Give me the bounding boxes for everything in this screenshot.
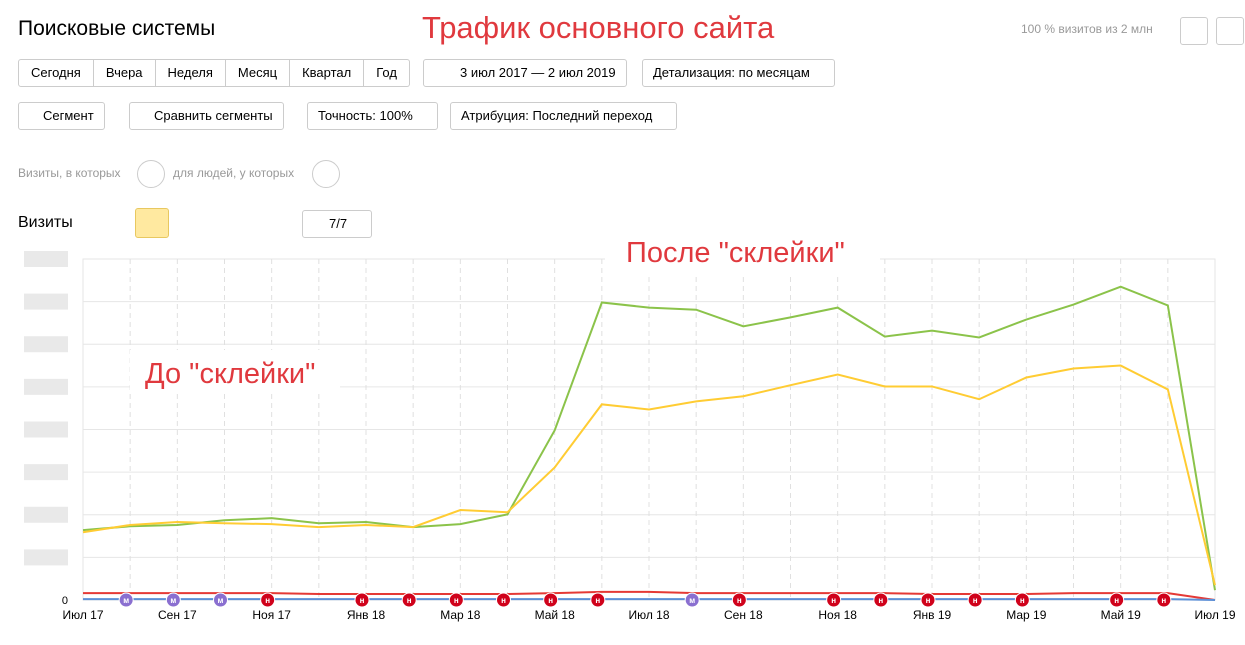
event-label: н [548,596,553,605]
event-label: н [265,596,270,605]
line-chart-toggle[interactable] [135,208,169,238]
x-tick-label: Май 18 [535,608,576,622]
event-label: н [1020,596,1025,605]
event-label: н [831,596,836,605]
x-tick-label: Сен 17 [158,608,197,622]
y-tick-label-blurred [24,251,68,267]
event-label: м [218,596,224,605]
event-label: н [454,596,459,605]
annotation: После "склейки" [626,237,845,269]
visits-in-label: Визиты, в которых [18,166,121,180]
date-range[interactable]: 3 июл 2017 — 2 июл 2019 [423,59,627,87]
period-button[interactable]: Неделя [155,59,226,87]
accuracy-select[interactable]: Точность: 100% [307,102,438,130]
people-with-label: для людей, у которых [173,166,295,180]
series-line [83,598,1216,601]
event-label: н [407,596,412,605]
y-tick-label-blurred [24,378,68,395]
series-line [82,285,1216,591]
event-label: м [689,596,695,605]
x-tick-label: Ноя 18 [818,608,857,622]
x-tick-label: Янв 19 [913,608,952,622]
annotation-bg [130,350,340,392]
detail-select[interactable]: Детализация: по месяцам [642,59,835,87]
compare-button[interactable]: Сравнить сегменты [129,102,284,130]
export-button[interactable] [1216,17,1244,45]
event-label: н [737,596,742,605]
period-button[interactable]: Квартал [290,59,365,87]
event-marker [826,592,842,608]
event-label: н [1114,596,1119,605]
event-label: н [973,596,978,605]
event-marker [1014,592,1030,608]
event-label: н [501,596,506,605]
y-tick-label: 0 [62,595,68,607]
series-count[interactable]: 7/7 [302,210,373,238]
x-tick-label: Мар 18 [440,608,480,622]
period-group: Сегодня Вчера Неделя Месяц Квартал Год [18,59,410,87]
event-marker [213,592,228,608]
page-title: Поисковые системы [18,17,216,40]
metric-label: Визиты [18,214,73,231]
event-marker [967,592,983,608]
add-people-filter[interactable] [312,160,340,188]
x-tick-label: Янв 18 [347,608,386,622]
event-marker [543,592,559,608]
y-tick-label-blurred [24,506,68,523]
period-button[interactable]: Сегодня [18,59,94,87]
annotation-bg [605,230,880,274]
annotation: До "склейки" [145,358,315,390]
event-label: н [1161,596,1166,605]
annotation-title: Трафик основного сайта [422,10,775,45]
event-label: н [595,596,600,605]
event-marker [401,592,417,608]
event-label: н [926,596,931,605]
period-button[interactable]: Вчера [93,59,156,87]
add-visit-filter[interactable] [137,160,165,188]
event-marker [873,592,889,608]
series-line [82,364,1216,586]
period-button[interactable]: Год [364,59,410,87]
event-marker [165,592,181,608]
y-tick-label-blurred [24,336,68,353]
segment-button[interactable]: Сегмент [18,102,105,130]
event-label: м [170,596,176,605]
event-marker [1109,592,1125,608]
x-tick-label: Сен 18 [724,608,763,622]
event-label: н [878,596,883,605]
event-marker [731,592,747,608]
event-marker [448,592,464,608]
event-marker [260,592,276,608]
y-tick-label-blurred [24,549,68,566]
event-marker [354,592,370,608]
attribution-select[interactable]: Атрибуция: Последний переход [450,102,678,130]
x-tick-label: Мар 19 [1006,608,1046,622]
history-button[interactable] [1180,17,1208,45]
x-tick-label: Май 19 [1101,608,1142,622]
period-button[interactable]: Месяц [225,59,291,87]
event-marker [496,592,511,608]
x-tick-label: Июл 19 [1194,608,1235,622]
event-marker [684,592,700,608]
event-marker [920,592,936,608]
visits-share: 100 % визитов из 2 млн [1021,22,1153,36]
y-tick-label-blurred [24,293,68,310]
x-tick-label: Ноя 17 [252,608,291,622]
y-tick-label-blurred [24,464,68,481]
x-tick-label: Июл 17 [62,608,103,622]
event-label: м [123,596,129,605]
event-label: н [360,596,365,605]
event-marker [590,592,606,608]
y-tick-label-blurred [24,421,68,438]
event-marker [1156,592,1172,608]
event-marker [118,592,134,608]
x-tick-label: Июл 18 [628,608,669,622]
